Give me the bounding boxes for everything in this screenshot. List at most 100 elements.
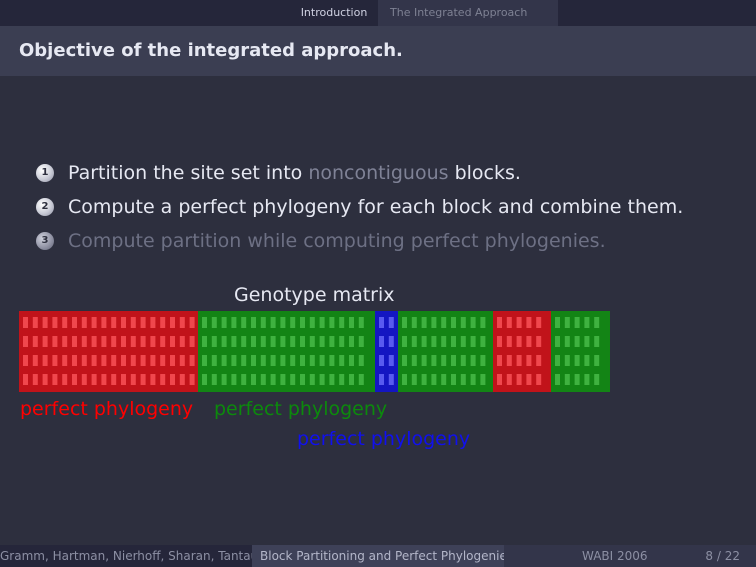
matrix-cell [150, 317, 156, 328]
matrix-cell [536, 317, 542, 328]
matrix-cell [241, 355, 247, 366]
matrix-cell [584, 374, 590, 385]
matrix-cell [349, 317, 354, 328]
matrix-cell [170, 374, 175, 385]
matrix-cell [506, 374, 512, 385]
matrix-cell [460, 355, 466, 366]
matrix-cell [121, 317, 126, 328]
matrix-cell [91, 336, 97, 347]
matrix-cell [536, 374, 542, 385]
matrix-cell [241, 317, 247, 328]
matrix-cell [431, 317, 437, 328]
matrix-cell [441, 317, 447, 328]
matrix-cell [564, 355, 570, 366]
frame-title: Objective of the integrated approach. [19, 40, 403, 61]
matrix-cell [91, 374, 97, 385]
matrix-cell [431, 374, 437, 385]
matrix-cell [309, 317, 315, 328]
matrix-cell [379, 355, 384, 366]
matrix-cell [231, 317, 237, 328]
matrix-cell [349, 374, 354, 385]
matrix-cell [460, 374, 466, 385]
tab-integrated-approach[interactable]: The Integrated Approach [378, 0, 558, 26]
matrix-cell [150, 355, 156, 366]
matrix-cell [319, 374, 325, 385]
matrix-cell [81, 355, 87, 366]
matrix-block-red-2 [493, 311, 551, 392]
matrix-cell [251, 355, 256, 366]
matrix-cell [111, 355, 117, 366]
matrix-cell [594, 336, 600, 347]
matrix-cell [460, 336, 466, 347]
matrix-cell [480, 317, 486, 328]
matrix-cell [221, 336, 227, 347]
matrix-cell [290, 336, 296, 347]
matrix-cell [555, 336, 560, 347]
matrix-cell [23, 355, 28, 366]
matrix-cell [111, 317, 117, 328]
matrix-cell [32, 355, 38, 366]
matrix-cell [309, 336, 315, 347]
matrix-cell [189, 355, 195, 366]
matrix-cell [451, 336, 456, 347]
matrix-cell [574, 317, 580, 328]
matrix-cell [23, 336, 28, 347]
matrix-cell [101, 336, 107, 347]
footer-title: Block Partitioning and Perfect Phylogeni… [252, 545, 504, 567]
bullet-2-icon: 2 [36, 198, 54, 216]
matrix-cell [516, 355, 522, 366]
matrix-cell [241, 336, 247, 347]
matrix-cell [497, 355, 502, 366]
matrix-cell [388, 355, 394, 366]
matrix-cell [62, 355, 68, 366]
matrix-cell [101, 317, 107, 328]
matrix-cell [52, 355, 58, 366]
matrix-cell [339, 317, 345, 328]
matrix-cell [441, 336, 447, 347]
list-item-3: 3 Compute partition while computing perfe… [36, 226, 683, 260]
item-3-text: Compute partition while computing perfec… [68, 230, 606, 252]
matrix-cell [516, 317, 522, 328]
matrix-cell [329, 355, 335, 366]
list-item-1: 1 Partition the site set into noncontiguo… [36, 158, 683, 192]
matrix-cell [594, 355, 600, 366]
matrix-cell [150, 374, 156, 385]
label-perfect-phylogeny-blue: perfect phylogeny [297, 428, 471, 450]
matrix-cell [270, 355, 276, 366]
matrix-cell [319, 355, 325, 366]
matrix-cell [339, 355, 345, 366]
matrix-cell [497, 374, 502, 385]
matrix-cell [441, 355, 447, 366]
matrix-cell [52, 317, 58, 328]
matrix-cell [270, 374, 276, 385]
matrix-cell [574, 374, 580, 385]
tab-introduction[interactable]: Introduction [300, 6, 368, 19]
matrix-cell [300, 336, 305, 347]
matrix-cell [42, 374, 48, 385]
matrix-cell [260, 374, 266, 385]
matrix-cell [339, 374, 345, 385]
matrix-cell [470, 374, 476, 385]
matrix-cell [231, 336, 237, 347]
bullet-1-icon: 1 [36, 164, 54, 182]
matrix-cell [584, 355, 590, 366]
matrix-cell [536, 355, 542, 366]
matrix-cell [358, 317, 364, 328]
matrix-cell [62, 336, 68, 347]
matrix-cell [555, 317, 560, 328]
matrix-cell [52, 374, 58, 385]
matrix-cell [470, 336, 476, 347]
matrix-cell [189, 317, 195, 328]
footer: Gramm, Hartman, Nierhoff, Sharan, Tantau… [0, 545, 756, 567]
matrix-cell [564, 374, 570, 385]
matrix-cell [290, 374, 296, 385]
matrix-cell [526, 355, 532, 366]
matrix-cell [379, 336, 384, 347]
footer-conference: WABI 2006 [582, 549, 648, 563]
matrix-cell [319, 336, 325, 347]
genotype-matrix [19, 311, 610, 392]
matrix-cell [460, 317, 466, 328]
matrix-cell [339, 336, 345, 347]
matrix-cell [526, 336, 532, 347]
matrix-cell [81, 317, 87, 328]
